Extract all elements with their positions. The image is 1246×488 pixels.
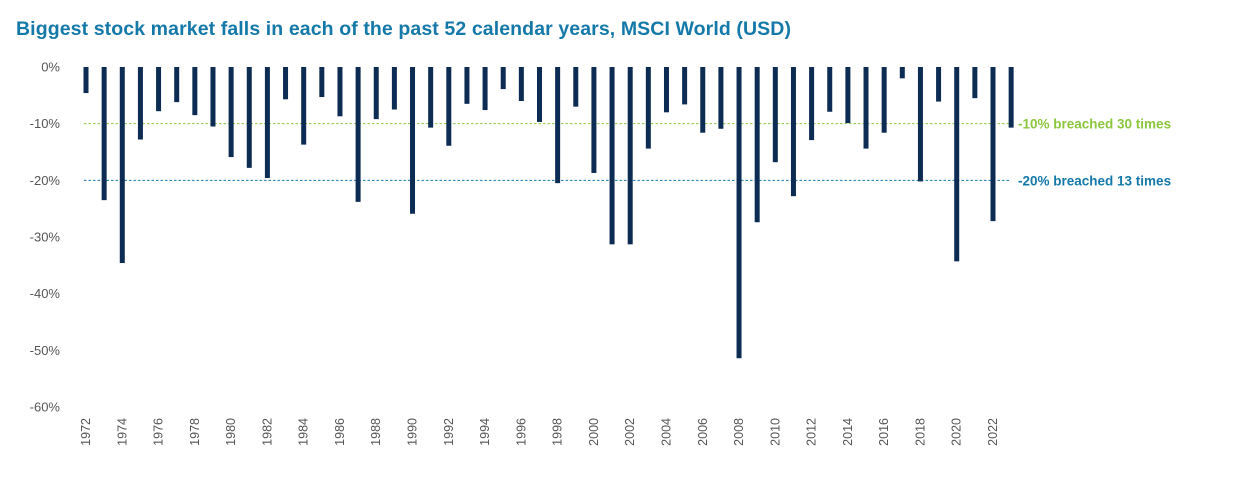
bar-2008: [736, 67, 742, 359]
bar-1980: [228, 67, 234, 158]
bar-1972: [83, 67, 89, 94]
x-tick-label: 2000: [587, 418, 601, 446]
bar-2011: [790, 67, 796, 197]
y-tick-label: -30%: [30, 229, 61, 244]
x-tick-label: 1994: [478, 418, 492, 446]
bar-2000: [591, 67, 597, 173]
bar-1993: [464, 67, 470, 104]
x-tick-label: 2008: [732, 418, 746, 446]
bar-1998: [555, 67, 561, 184]
x-tick-label: 2006: [696, 418, 710, 446]
bar-2015: [863, 67, 869, 149]
bars: [83, 67, 1014, 359]
bar-1995: [500, 67, 506, 90]
x-tick-label: 2014: [841, 418, 855, 446]
bar-2013: [827, 67, 833, 112]
bar-2005: [682, 67, 688, 105]
bar-1973: [101, 67, 107, 201]
reference-lines: [84, 123, 1010, 181]
bar-1976: [156, 67, 162, 112]
bar-1983: [283, 67, 289, 100]
bar-1984: [301, 67, 307, 145]
annotations: -10% breached 30 times -20% breached 13 t…: [1018, 117, 1171, 189]
x-tick-label: 2020: [950, 418, 964, 446]
y-tick-label: -20%: [30, 173, 61, 188]
x-axis-ticks: 1972 1974 1976 1978 1980 1982 1984 1986 1988 1990…: [79, 418, 1000, 446]
bar-1997: [537, 67, 542, 122]
bar-1996: [518, 67, 524, 101]
y-tick-label: 0%: [41, 60, 60, 75]
bar-1992: [446, 67, 452, 146]
x-tick-label: 1980: [224, 418, 238, 446]
y-tick-label: -40%: [30, 286, 61, 301]
y-axis-ticks: 0% -10% -20% -30% -40% -50% -60%: [30, 60, 61, 415]
x-tick-label: 2002: [623, 418, 637, 446]
x-tick-label: 1984: [297, 418, 311, 446]
x-tick-label: 1988: [369, 418, 383, 446]
bar-2006: [700, 67, 706, 133]
bar-2007: [718, 67, 724, 129]
x-tick-label: 2010: [768, 418, 782, 446]
x-tick-label: 2018: [913, 418, 927, 446]
bar-1986: [337, 67, 343, 117]
x-tick-label: 1992: [442, 418, 456, 446]
y-tick-label: -10%: [30, 116, 61, 131]
bar-1999: [573, 67, 579, 107]
bar-1981: [246, 67, 252, 168]
bar-2004: [663, 67, 669, 113]
bar-1988: [373, 67, 379, 120]
bar-2017: [899, 67, 905, 79]
bar-2023: [1008, 67, 1014, 128]
x-tick-label: 2022: [986, 418, 1000, 446]
x-tick-label: 1974: [115, 418, 129, 446]
bar-1975: [137, 67, 143, 140]
x-tick-label: 2012: [805, 418, 819, 446]
reference-line-label: -20% breached 13 times: [1018, 173, 1171, 188]
y-tick-label: -50%: [30, 343, 61, 358]
bar-1982: [264, 67, 270, 179]
bar-2020: [954, 67, 960, 262]
chart-title: Biggest stock market falls in each of th…: [16, 18, 792, 40]
x-tick-label: 2016: [877, 418, 891, 446]
bar-2018: [917, 67, 923, 182]
x-tick-label: 1982: [260, 418, 274, 446]
bar-1974: [119, 67, 125, 264]
bar-2019: [936, 67, 942, 102]
x-tick-label: 1996: [514, 418, 528, 446]
y-tick-label: -60%: [30, 399, 61, 414]
bar-1990: [410, 67, 416, 214]
x-tick-label: 2004: [659, 418, 673, 446]
x-tick-label: 1990: [406, 418, 420, 446]
x-tick-label: 1998: [551, 418, 565, 446]
bar-1991: [428, 67, 434, 128]
bar-1978: [192, 67, 198, 116]
bar-2002: [627, 67, 633, 245]
bar-2014: [845, 67, 851, 124]
bar-2001: [609, 67, 615, 245]
bar-1977: [174, 67, 180, 103]
x-tick-label: 1972: [79, 418, 93, 446]
bar-2016: [881, 67, 887, 133]
bar-2022: [990, 67, 996, 222]
x-tick-label: 1986: [333, 418, 347, 446]
bar-2012: [809, 67, 815, 141]
x-tick-label: 1978: [188, 418, 202, 446]
reference-line-label: -10% breached 30 times: [1018, 117, 1171, 132]
bar-2009: [754, 67, 760, 223]
bar-2010: [772, 67, 778, 163]
bar-2021: [972, 67, 978, 99]
bar-1987: [355, 67, 361, 202]
bar-1994: [482, 67, 488, 111]
bar-1989: [391, 67, 397, 110]
bar-1985: [319, 67, 325, 98]
bar-1979: [210, 67, 216, 127]
bar-2003: [645, 67, 651, 149]
x-tick-label: 1976: [152, 418, 166, 446]
